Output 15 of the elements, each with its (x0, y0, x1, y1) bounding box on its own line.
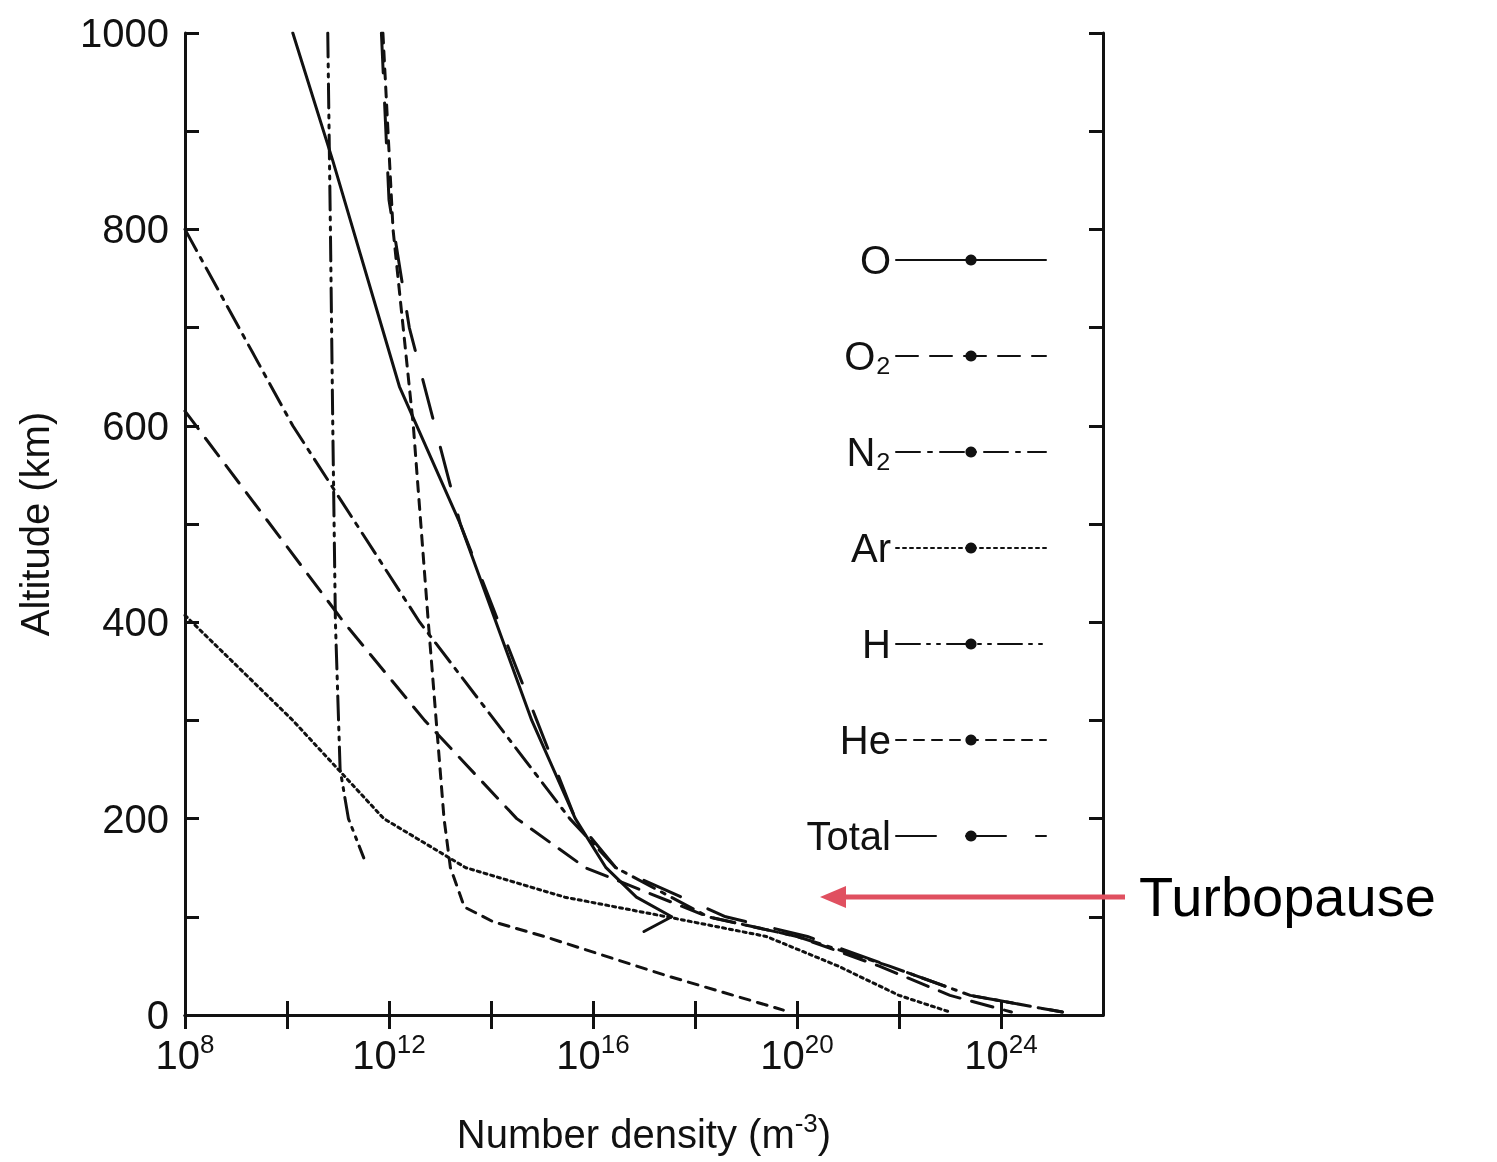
legend-label: N₂ (846, 430, 891, 474)
legend-label: Ar (851, 526, 891, 570)
y-axis-title: Altitude (km) (13, 411, 57, 637)
legend-label: O₂ (844, 334, 891, 378)
legend-label: Total (806, 814, 891, 858)
y-tick-label: 200 (102, 796, 169, 841)
text: Turbopause (1139, 864, 1436, 930)
y-tick-label: 0 (146, 993, 169, 1037)
y-tick-label: 800 (102, 207, 169, 252)
y-tick-label: 400 (102, 600, 169, 645)
y-tick-label: 1000 (80, 11, 169, 55)
legend-label: He (839, 718, 891, 762)
legend-label: H (862, 622, 891, 666)
legend-label: O (859, 238, 891, 282)
y-tick-label: 600 (102, 403, 169, 448)
